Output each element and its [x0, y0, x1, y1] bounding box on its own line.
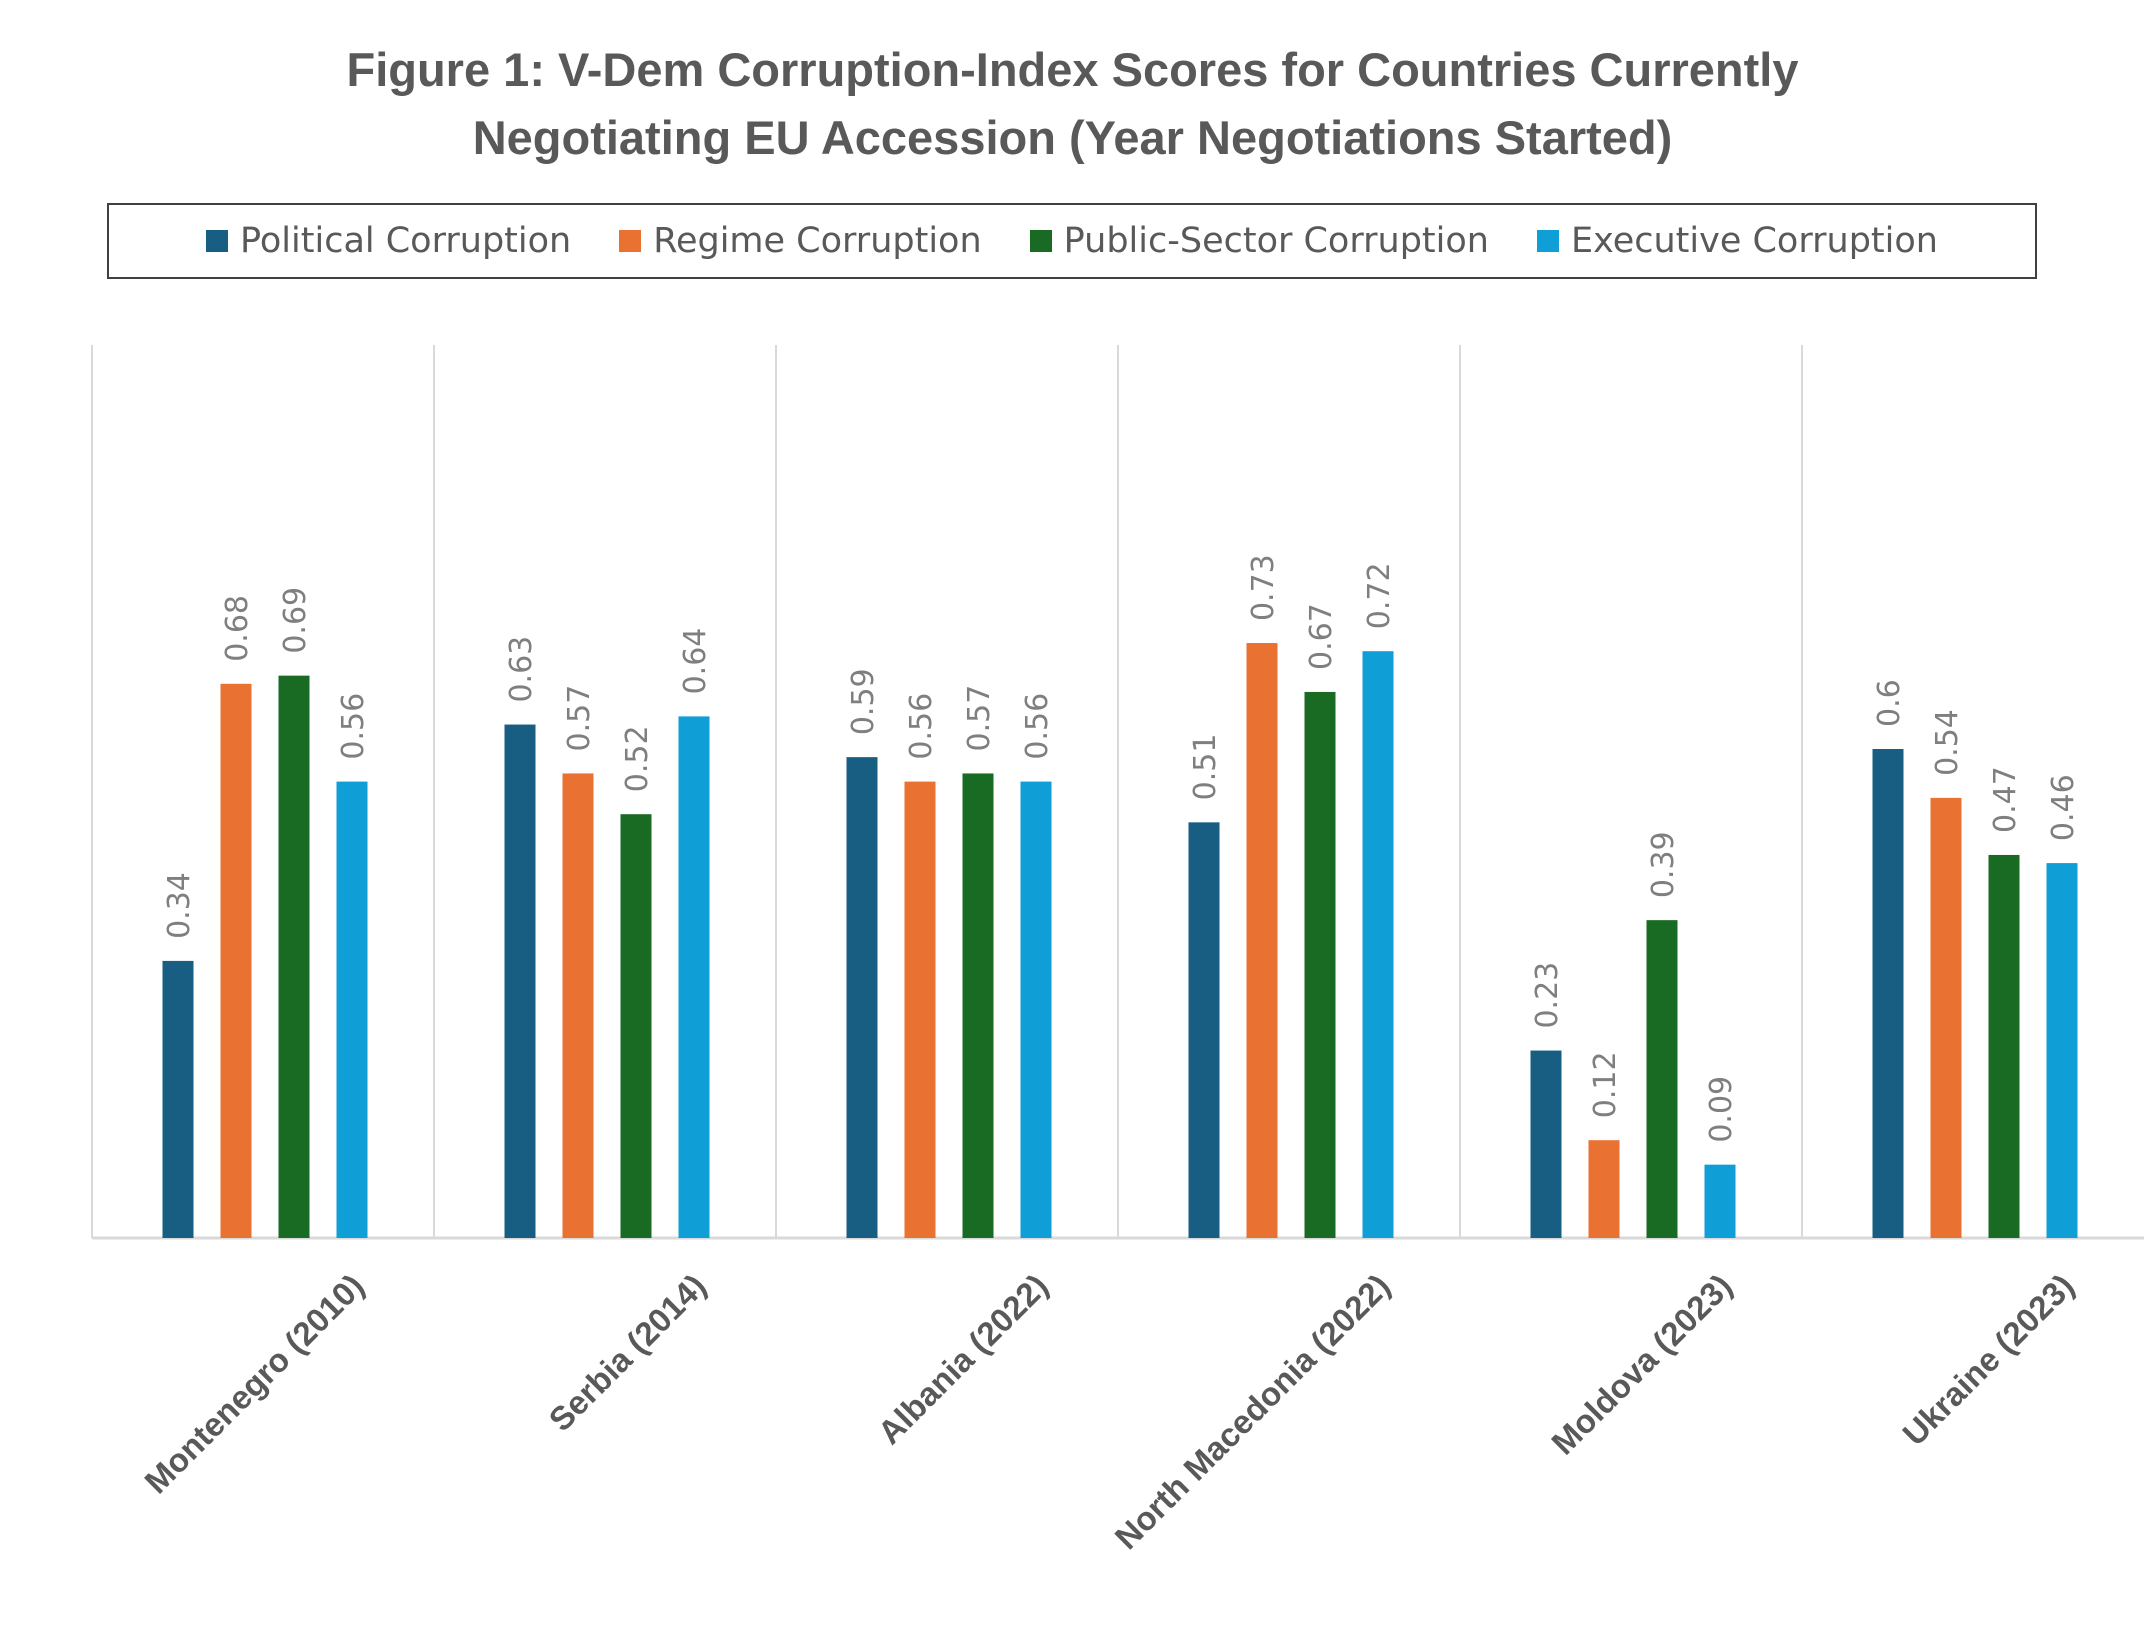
data-label: 0.67: [1304, 603, 1339, 670]
chart-legend: Political Corruption Regime Corruption P…: [107, 203, 2037, 279]
bar: [278, 675, 310, 1238]
bar: [162, 960, 194, 1238]
legend-swatch: [206, 230, 229, 252]
bar: [1930, 797, 1962, 1238]
bar: [220, 683, 252, 1238]
legend-item-public-sector: Public-Sector Corruption: [1029, 221, 1489, 261]
data-label: 0.34: [162, 872, 197, 939]
data-label: 0.63: [504, 636, 539, 703]
bar: [620, 814, 652, 1238]
bar: [1304, 691, 1336, 1238]
data-label: 0.51: [1188, 734, 1223, 801]
data-label: 0.56: [1020, 693, 1055, 760]
legend-label: Political Corruption: [240, 221, 572, 261]
bar: [1246, 643, 1278, 1238]
bar: [1646, 920, 1678, 1238]
chart-title-line-2: Negotiating EU Accession (Year Negotiati…: [472, 111, 1673, 164]
bar: [336, 781, 368, 1238]
data-label: 0.72: [1362, 562, 1397, 629]
bar: [504, 724, 536, 1238]
data-label: 0.12: [1588, 1051, 1623, 1118]
legend-item-political: Political Corruption: [206, 221, 571, 261]
category-label: Moldova (2023): [1544, 1267, 1739, 1462]
bar: [1020, 781, 1052, 1238]
data-label: 0.69: [278, 587, 313, 654]
data-label: 0.68: [220, 595, 255, 662]
bar: [1872, 749, 1904, 1238]
legend-item-regime: Regime Corruption: [619, 221, 982, 261]
data-label: 0.09: [1704, 1076, 1739, 1143]
category-label: Albania (2022): [871, 1267, 1055, 1451]
legend-swatch: [1029, 230, 1052, 252]
category-label: Ukraine (2023): [1895, 1267, 2081, 1453]
bar: [904, 781, 936, 1238]
bar: [2046, 863, 2078, 1238]
bar: [1530, 1050, 1562, 1238]
bar: [1188, 822, 1220, 1238]
data-label: 0.46: [2046, 774, 2081, 841]
data-label: 0.52: [620, 725, 655, 792]
data-label: 0.56: [904, 693, 939, 760]
bar: [846, 757, 878, 1238]
data-label: 0.73: [1246, 554, 1281, 621]
category-label: Serbia (2014): [542, 1267, 713, 1438]
chart-title: Figure 1: V-Dem Corruption-Index Scores …: [0, 36, 2145, 172]
bar: [562, 773, 594, 1238]
data-label: 0.64: [678, 628, 713, 695]
category-label: North Macedonia (2022): [1108, 1267, 1397, 1556]
data-label: 0.23: [1530, 962, 1565, 1029]
bar: [962, 773, 994, 1238]
data-label: 0.54: [1930, 709, 1965, 776]
data-label: 0.39: [1646, 831, 1681, 898]
bar: [1988, 854, 2020, 1238]
legend-item-executive: Executive Corruption: [1536, 221, 1938, 261]
data-label: 0.59: [846, 668, 881, 735]
legend-label: Regime Corruption: [653, 221, 982, 261]
bar: [1362, 651, 1394, 1238]
bar: [678, 716, 710, 1238]
data-label: 0.47: [1988, 766, 2023, 833]
chart-title-line-1: Figure 1: V-Dem Corruption-Index Scores …: [346, 43, 1799, 96]
data-label: 0.57: [962, 685, 997, 752]
data-label: 0.6: [1872, 679, 1907, 727]
bar: [1704, 1164, 1736, 1238]
data-label: 0.57: [562, 685, 597, 752]
category-label: Montenegro (2010): [137, 1267, 371, 1501]
bar: [1588, 1140, 1620, 1238]
legend-swatch: [1536, 230, 1559, 252]
data-label: 0.56: [336, 693, 371, 760]
legend-label: Executive Corruption: [1570, 221, 1938, 261]
legend-swatch: [619, 230, 642, 252]
legend-label: Public-Sector Corruption: [1063, 221, 1489, 261]
